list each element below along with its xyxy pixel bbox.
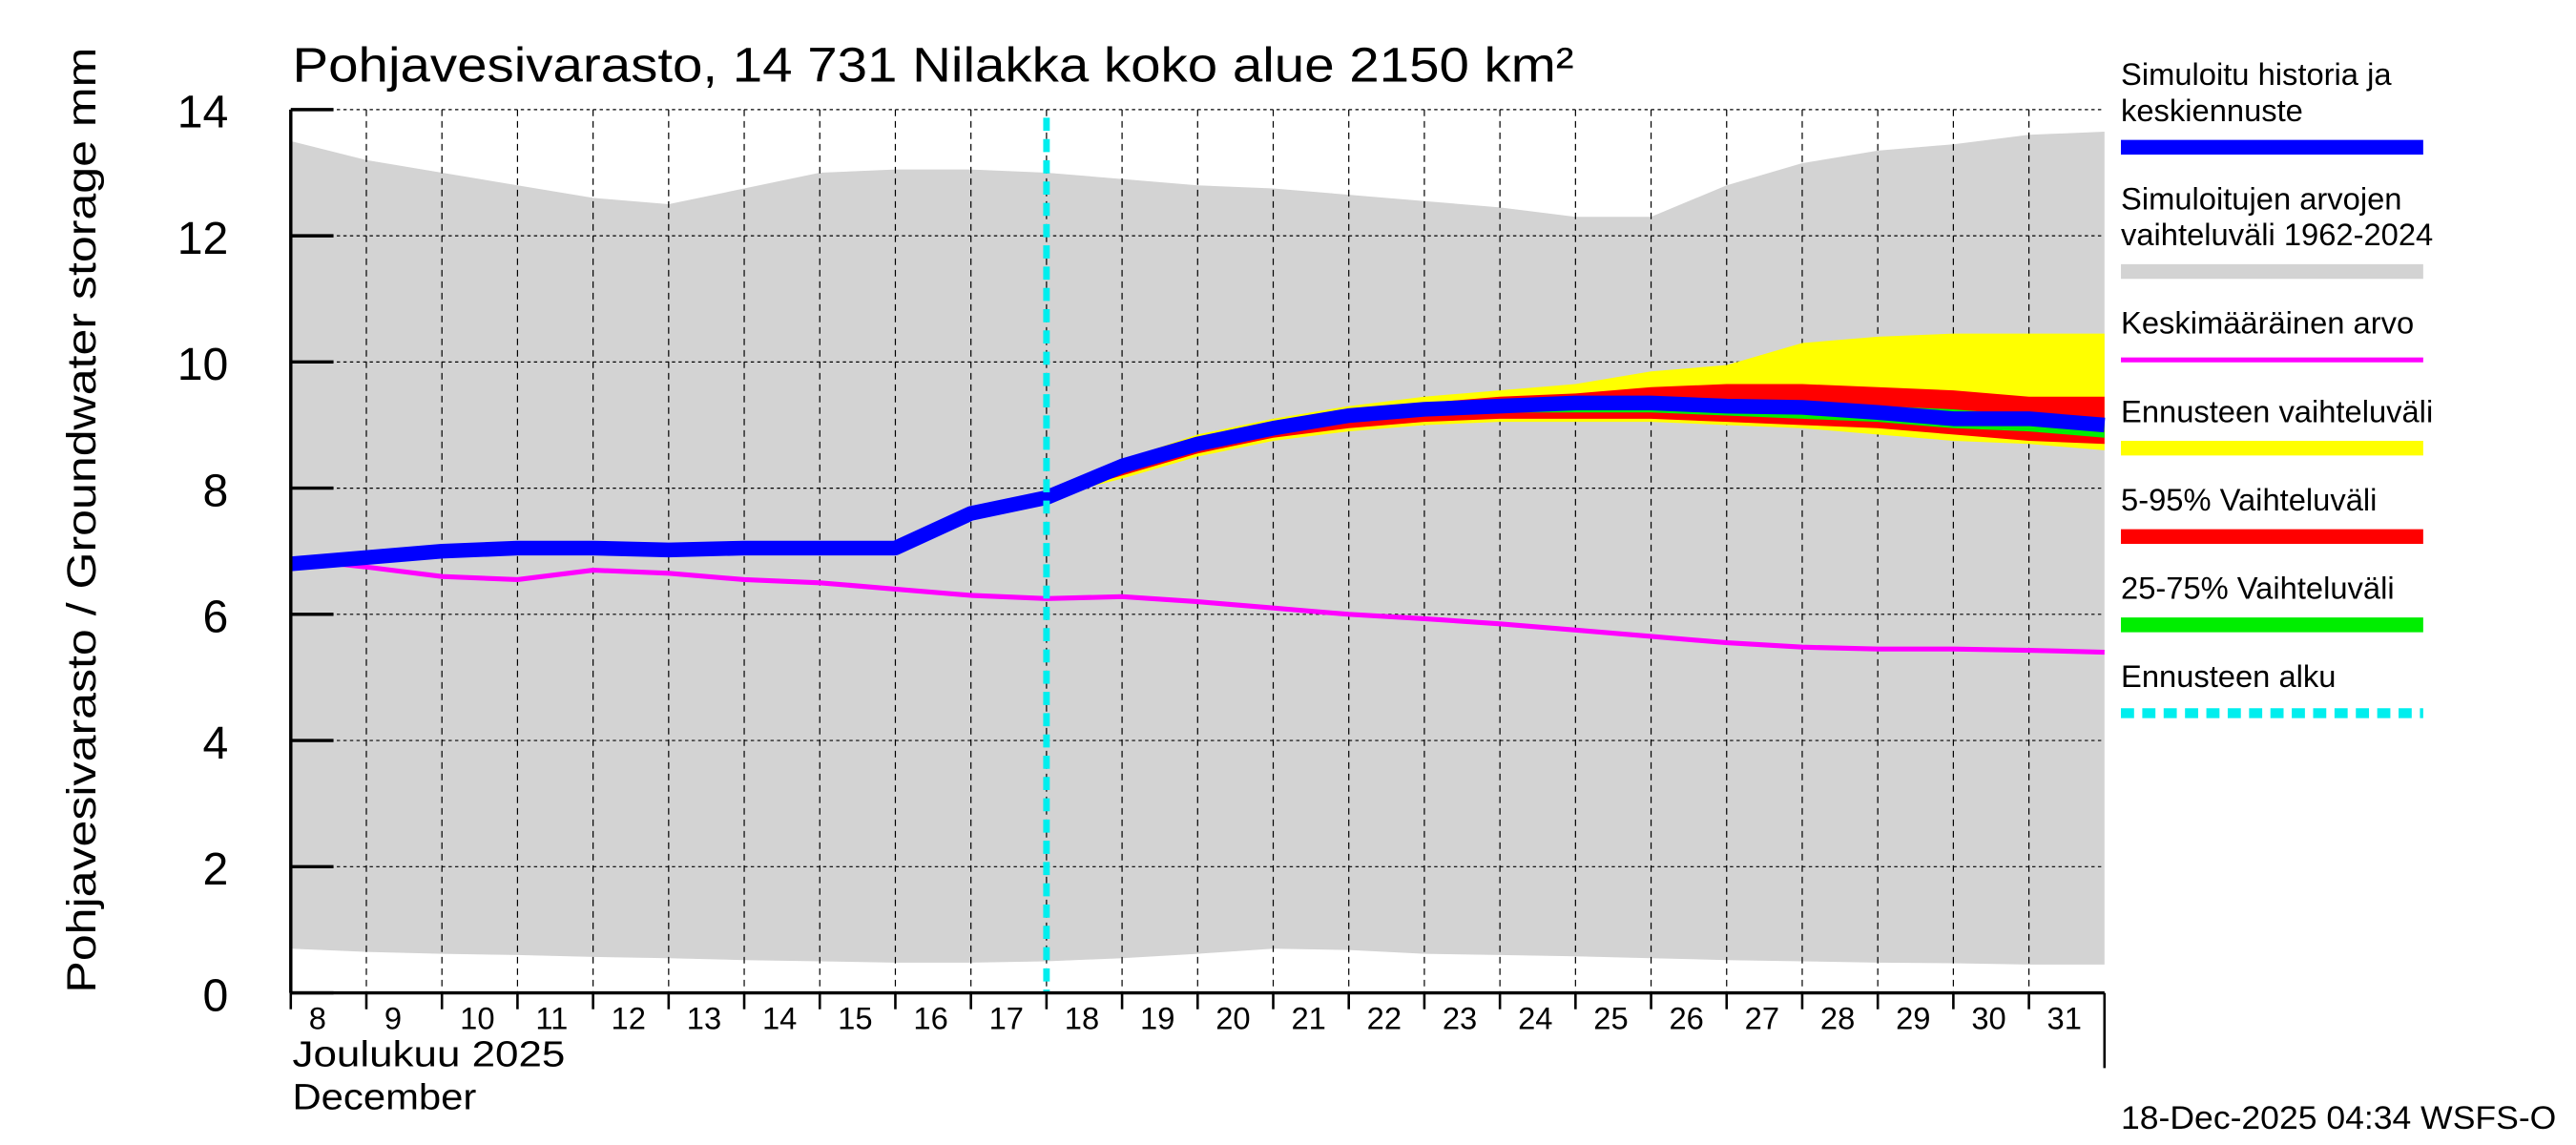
legend-item: 25-75% Vaihteluväli xyxy=(2121,570,2423,633)
legend-label: keskiennuste xyxy=(2121,93,2303,128)
y-tick-label: 4 xyxy=(203,718,229,769)
x-tick-label: 28 xyxy=(1820,1000,1855,1035)
x-tick-label: 30 xyxy=(1971,1000,2005,1035)
chart-title: Pohjavesivarasto, 14 731 Nilakka koko al… xyxy=(293,37,1574,93)
y-axis-label: Pohjavesivarasto / Groundwater storage m… xyxy=(59,48,105,993)
x-tick-label: 21 xyxy=(1291,1000,1325,1035)
x-tick-label: 8 xyxy=(309,1000,326,1035)
y-tick-label: 8 xyxy=(203,466,229,517)
x-tick-label: 14 xyxy=(762,1000,797,1035)
legend-item: Keskimääräinen arvo xyxy=(2121,305,2423,363)
legend-item: 5-95% Vaihteluväli xyxy=(2121,482,2423,544)
y-tick-label: 10 xyxy=(177,339,229,390)
x-tick-label: 31 xyxy=(2047,1000,2082,1035)
y-tick-label: 0 xyxy=(203,970,229,1022)
legend-item: Ennusteen alku xyxy=(2121,658,2423,718)
x-tick-label: 13 xyxy=(687,1000,721,1035)
x-tick-label: 25 xyxy=(1593,1000,1628,1035)
x-tick-label: 27 xyxy=(1745,1000,1779,1035)
timestamp-footer: 18-Dec-2025 04:34 WSFS-O xyxy=(2121,1100,2556,1136)
x-tick-label: 15 xyxy=(838,1000,872,1035)
legend: Simuloitu historia jakeskiennusteSimuloi… xyxy=(2121,56,2433,718)
mean-line xyxy=(290,556,2105,656)
y-tick-label: 2 xyxy=(203,843,229,895)
legend-item: Ennusteen vaihteluväli xyxy=(2121,393,2433,456)
plot-area xyxy=(290,109,2106,993)
x-axis-month-label: Joulukuu 2025 xyxy=(293,1035,566,1075)
x-tick-label: 24 xyxy=(1518,1000,1552,1035)
x-tick-label: 10 xyxy=(460,1000,494,1035)
y-tick-label: 12 xyxy=(177,213,229,264)
x-axis-month-label-en: December xyxy=(293,1077,477,1117)
x-tick-label: 17 xyxy=(989,1000,1024,1035)
x-tick-label: 11 xyxy=(535,1000,568,1035)
x-tick-label: 20 xyxy=(1215,1000,1250,1035)
legend-label: Simuloitu historia ja xyxy=(2121,56,2392,92)
simulated-line xyxy=(290,395,2106,572)
x-tick-label: 29 xyxy=(1896,1000,1930,1035)
y-tick-label: 6 xyxy=(203,592,229,643)
y-tick-label: 14 xyxy=(177,87,229,138)
x-tick-label: 12 xyxy=(612,1000,646,1035)
x-tick-label: 19 xyxy=(1140,1000,1174,1035)
x-tick-label: 23 xyxy=(1443,1000,1477,1035)
x-tick-label: 16 xyxy=(913,1000,947,1035)
x-tick-label: 22 xyxy=(1367,1000,1402,1035)
legend-label: Ennusteen vaihteluväli xyxy=(2121,393,2433,428)
legend-label: Ennusteen alku xyxy=(2121,658,2336,694)
legend-label: 5-95% Vaihteluväli xyxy=(2121,482,2377,517)
x-tick-label: 9 xyxy=(384,1000,402,1035)
x-tick-label: 18 xyxy=(1065,1000,1099,1035)
legend-label: vaihteluväli 1962-2024 xyxy=(2121,217,2433,252)
legend-label: Keskimääräinen arvo xyxy=(2121,305,2414,341)
legend-label: 25-75% Vaihteluväli xyxy=(2121,570,2395,605)
legend-label: Simuloitujen arvojen xyxy=(2121,180,2401,216)
x-tick-label: 26 xyxy=(1669,1000,1703,1035)
